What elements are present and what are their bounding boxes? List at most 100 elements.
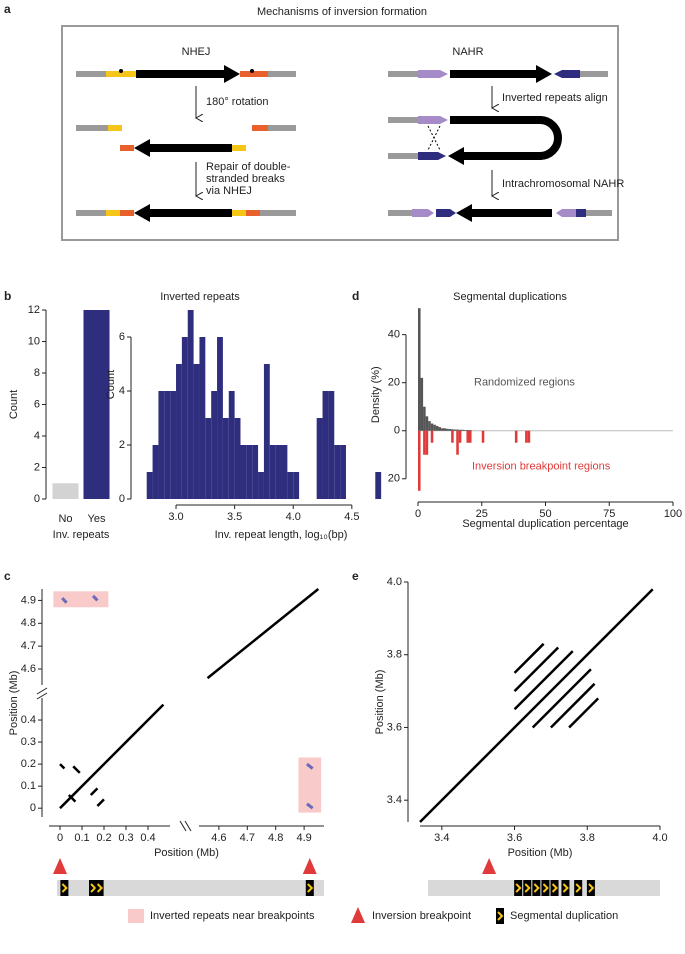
duplication-chevron [96,883,104,893]
panel-label: d [352,289,359,303]
histogram-bar [199,337,206,499]
diagram-frame [61,25,619,241]
bar [83,310,110,499]
y-tick-label: 4 [34,430,40,442]
x-tick-label: 25 [476,508,488,520]
y-tick-label: 4.0 [387,576,402,588]
duplication-chevron [542,883,549,893]
x-tick-label: 3.5 [227,511,242,523]
histogram-bar [228,391,235,499]
alignment [550,682,596,729]
x-axis-label: Inv. repeats [53,529,110,541]
alignment [513,650,574,711]
series-label: Inversion breakpoint regions [472,461,611,473]
legend-label: Inverted repeats near breakpoints [150,910,315,922]
legend-swatch [351,907,365,923]
alignment [568,697,600,729]
x-tick-label: 3.6 [507,832,522,844]
y-tick-label: 0 [30,802,36,814]
breakpoint [482,858,497,874]
bar [453,429,457,431]
x-tick-label: 3.0 [168,511,183,523]
bar [461,429,464,431]
x-tick-label: 75 [603,508,615,520]
nahr-loop [388,116,562,165]
bar [466,430,469,443]
alignment [419,588,654,823]
bar [466,430,469,431]
y-axis-label: Density (%) [370,366,382,423]
y-tick-label: 6 [34,398,40,410]
duplication-chevron [307,883,314,893]
diagram-title: Mechanisms of inversion formation [257,6,427,18]
histogram-bar [328,391,335,499]
x-tick-label: 4.7 [240,832,255,844]
bar [438,427,441,431]
segmental-duplication [550,880,559,896]
y-tick-label: 0 [394,425,400,437]
y-axis-label: Count [8,390,20,419]
step-label: via NHEJ [206,185,252,197]
y-tick-label: 4.7 [21,640,36,652]
alignment [513,642,545,674]
legend-label: Segmental duplication [510,910,618,922]
alignment [59,763,66,770]
nhej-title: NHEJ [182,46,211,58]
histogram-bar [287,472,294,499]
x-axis-label: Segmental duplication percentage [462,518,628,530]
histogram-bar [316,418,323,499]
y-tick-label: 3.4 [387,794,402,806]
bar [425,430,429,455]
panel-label: b [4,289,11,303]
bar [443,428,447,431]
y-tick-label: 0.2 [21,758,36,770]
y-tick-label: 0.1 [21,780,36,792]
histogram-bar [246,445,253,499]
histogram-bar [158,391,165,499]
duplication-chevron [90,883,97,893]
histogram-bar [164,391,171,499]
legend-label: Inversion breakpoint [372,910,471,922]
histogram-bar [322,391,329,499]
duplication-chevron [524,883,531,893]
breakpoint [302,858,317,874]
histogram-bar [275,445,282,499]
y-tick-label: 2 [119,439,125,451]
legend-swatch [497,911,504,921]
x-tick-label: 4.9 [296,832,311,844]
histogram-bar [152,445,159,499]
histogram-bar [181,337,188,499]
duplication-chevron [562,883,569,893]
diagram: Mechanisms of inversion formation NHEJ N… [61,6,624,241]
bar [446,428,449,431]
y-tick-label: 4.9 [21,594,36,606]
bar [418,430,421,491]
segmental-duplication [305,880,314,896]
x-tick-label: 3.8 [580,832,595,844]
x-tick-label: 3.4 [434,832,449,844]
step-label: Repair of double- [206,161,291,173]
alignment [513,646,560,692]
y-tick-label: 12 [28,304,40,316]
axis-break [179,820,187,832]
y-tick-label: 4.6 [21,663,36,675]
alignment [67,794,77,803]
nahr-strand [388,204,612,222]
bar [425,416,429,431]
y-axis-label: Position (Mb) [8,671,20,736]
axis-break [36,687,48,695]
bar [463,430,467,431]
histogram-bar [293,472,300,499]
breakpoint [53,858,67,874]
x-axis-label: Position (Mb) [508,847,573,859]
x-tick-label: No [58,513,72,525]
segmental-duplication [586,880,595,896]
duplication-chevron [533,883,540,893]
segmental-duplication [514,880,523,896]
histogram-bar [252,445,259,499]
x-tick-label: 4.5 [344,511,359,523]
histogram-bar [146,472,153,499]
step-label: Inverted repeats align [502,92,608,104]
inverted-repeat [91,594,99,602]
alignment [531,668,592,729]
